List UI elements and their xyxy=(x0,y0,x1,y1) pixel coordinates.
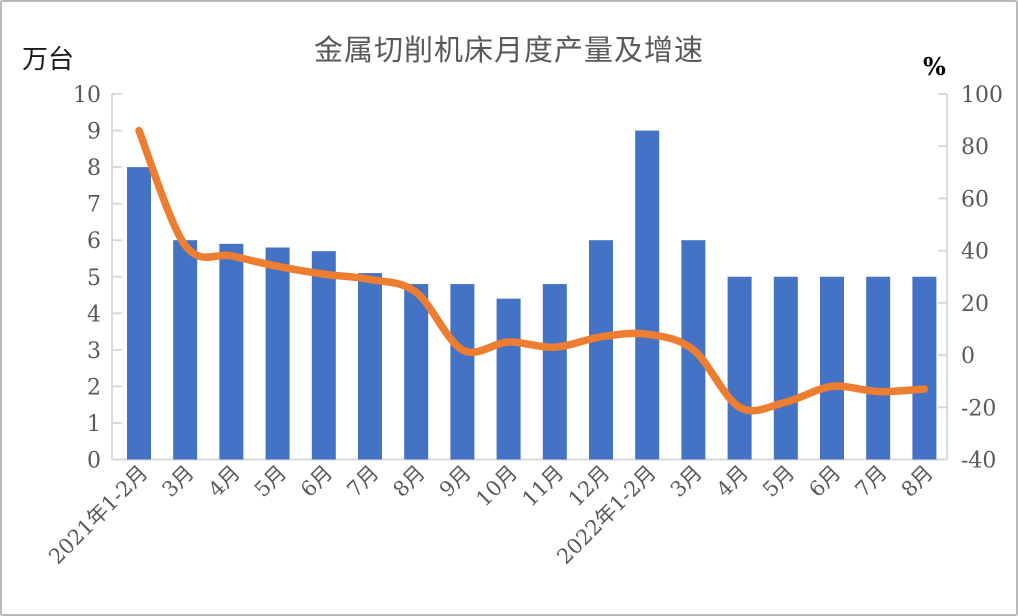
chart-title: 金属切削机床月度产量及增速 xyxy=(313,33,704,67)
left-axis-tick-label: 7 xyxy=(87,193,101,218)
x-axis-label: 9月 xyxy=(435,461,476,502)
production-bar xyxy=(450,284,475,460)
left-axis-tick-label: 1 xyxy=(87,412,101,437)
production-bar xyxy=(866,276,891,460)
right-axis-tick-label: -20 xyxy=(961,396,996,421)
right-axis-tick-label: 40 xyxy=(961,240,989,265)
left-axis-tick-label: 0 xyxy=(87,449,101,474)
x-axis-label: 5月 xyxy=(758,461,799,502)
right-axis-tick-label: -40 xyxy=(961,449,996,474)
x-axis-label: 8月 xyxy=(388,461,429,502)
x-axis-label: 11月 xyxy=(518,461,569,512)
production-bar xyxy=(358,273,382,460)
production-bar xyxy=(265,247,290,460)
x-axis-label: 3月 xyxy=(666,461,707,502)
left-axis-tick-label: 10 xyxy=(73,83,101,108)
production-bar xyxy=(727,276,752,460)
left-axis-tick-label: 4 xyxy=(87,302,101,327)
x-axis-label: 5月 xyxy=(250,461,291,502)
x-axis-label: 6月 xyxy=(296,461,337,502)
x-axis-label: 4月 xyxy=(204,461,245,502)
x-axis-label: 6月 xyxy=(804,461,845,502)
production-bar xyxy=(219,243,244,460)
growth-line xyxy=(135,126,929,415)
left-axis-tick-label: 2 xyxy=(87,375,101,400)
right-axis-tick-label: 100 xyxy=(961,83,1003,108)
left-axis-tick-label: 3 xyxy=(87,339,101,364)
right-axis-unit-label: % xyxy=(923,52,946,81)
production-bar xyxy=(773,276,798,460)
x-axis-label: 3月 xyxy=(157,461,198,502)
x-axis-label: 7月 xyxy=(342,461,383,502)
x-axis-label: 4月 xyxy=(712,461,753,502)
production-bar xyxy=(635,130,660,460)
left-axis-tick-label: 5 xyxy=(87,266,101,291)
x-axis-label: 10月 xyxy=(471,461,522,512)
right-axis-tick-label: 0 xyxy=(961,344,975,369)
production-bar xyxy=(820,276,844,460)
right-axis-tick-label: 60 xyxy=(961,187,989,212)
right-axis-tick-label: 20 xyxy=(961,292,989,317)
x-axis-label: 8月 xyxy=(897,461,938,502)
production-bar xyxy=(127,167,151,460)
production-bar xyxy=(589,240,613,460)
production-bar xyxy=(173,240,198,460)
x-axis-label: 2021年1-2月 xyxy=(44,461,152,569)
left-axis-unit-label: 万台 xyxy=(22,45,75,75)
production-bar xyxy=(912,276,937,460)
x-axis-label: 7月 xyxy=(850,461,891,502)
production-bar xyxy=(404,284,429,460)
right-axis-tick-label: 80 xyxy=(961,135,989,160)
left-axis-tick-label: 9 xyxy=(87,120,101,145)
production-bar xyxy=(311,251,336,460)
left-axis-tick-label: 6 xyxy=(87,229,101,254)
production-bar xyxy=(542,284,567,460)
left-axis-tick-label: 8 xyxy=(87,156,101,181)
production-bar xyxy=(496,298,521,460)
